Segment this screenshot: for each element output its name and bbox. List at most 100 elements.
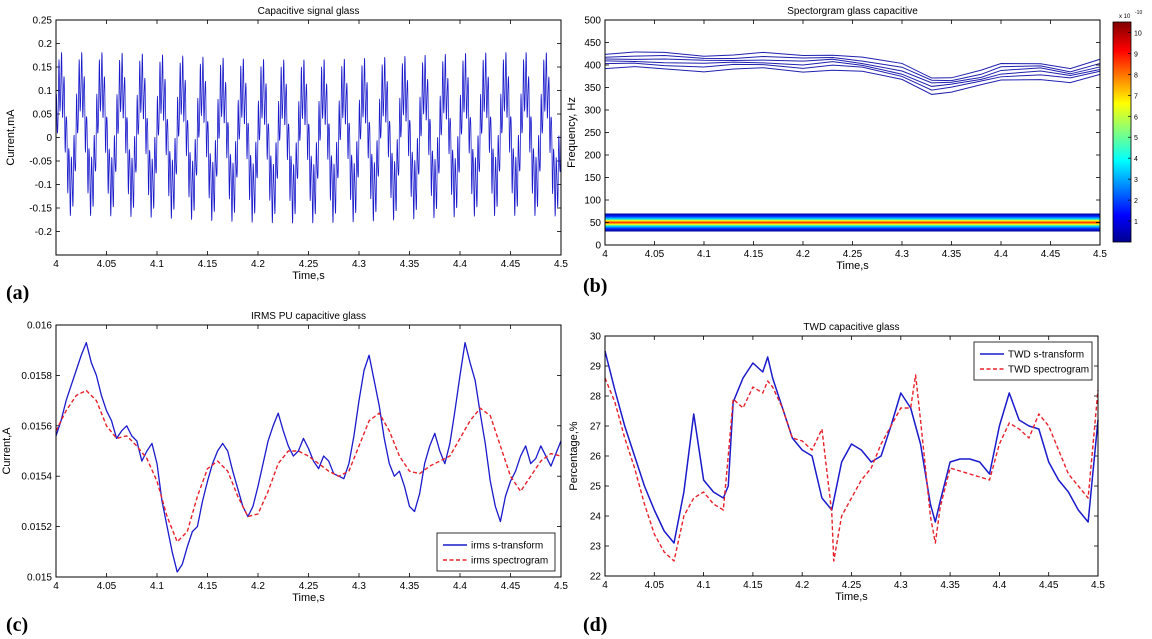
x-tick-label: 4.25 xyxy=(299,581,319,592)
y-tick-label: 0.25 xyxy=(33,16,53,27)
x-tick-label: 4.45 xyxy=(501,581,521,592)
x-tick-label: 4.1 xyxy=(150,581,164,592)
signal-line xyxy=(55,52,562,224)
x-tick-label: 4 xyxy=(53,581,59,592)
y-tick-label: 0.0154 xyxy=(21,472,52,483)
legend-box xyxy=(973,341,1093,381)
x-axis-label: Time,s xyxy=(292,270,325,282)
y-tick-label: 100 xyxy=(584,196,601,207)
x-tick-label: 4.05 xyxy=(97,259,117,270)
x-tick-label: 4.1 xyxy=(150,259,164,270)
chart-panel-b: 4 4.05 4.1 4.15 4.2 4.25 4.3 4.35 4.4 4.45 4.5 0 50 1… xyxy=(566,6,1142,272)
y-tick-label: 27 xyxy=(590,422,602,433)
y-tick-label: 30 xyxy=(590,332,602,343)
spectrogram-contour xyxy=(604,66,1101,95)
y-tick-label: 450 xyxy=(584,38,601,49)
colorbar-tick-label: 5 xyxy=(1134,135,1138,142)
x-tick-label: 4.15 xyxy=(744,249,764,260)
y-tick-label: 400 xyxy=(584,61,601,72)
chart-title: TWD capacitive glass xyxy=(803,322,899,333)
x-tick-label: 4.3 xyxy=(894,580,908,591)
spectrogram-contour xyxy=(604,51,1101,79)
colorbar-tick-label: 8 xyxy=(1134,72,1138,79)
spectrogram-contour xyxy=(604,54,1101,82)
x-tick-label: 4.5 xyxy=(1091,580,1105,591)
series-line-twd-spectrogram xyxy=(604,374,1099,562)
y-tick-label: 29 xyxy=(590,362,602,373)
plot-frame xyxy=(604,335,1099,577)
x-tick-label: 4.25 xyxy=(299,259,319,270)
x-tick-label: 4.15 xyxy=(743,580,763,591)
plot-frame xyxy=(55,324,562,578)
x-axis-label: Time,s xyxy=(292,592,325,604)
x-tick-label: 4 xyxy=(602,580,608,591)
x-tick-label: 4.2 xyxy=(251,259,265,270)
y-tick-label: 24 xyxy=(590,512,602,523)
x-tick-label: 4.1 xyxy=(697,249,711,260)
y-tick-label: -0.1 xyxy=(35,180,53,191)
x-tick-label: 4.45 xyxy=(1041,249,1061,260)
y-tick-label: 22 xyxy=(590,572,602,583)
y-tick-label: 250 xyxy=(584,128,601,139)
x-tick-label: 4.3 xyxy=(352,581,366,592)
chart-title: IRMS PU capacitive glass xyxy=(251,311,366,322)
x-tick-label: 4.5 xyxy=(554,581,568,592)
x-tick-label: 4 xyxy=(53,259,59,270)
plot-frame xyxy=(604,19,1101,246)
y-tick-label: 25 xyxy=(590,482,602,493)
legend-box xyxy=(436,532,556,572)
x-tick-label: 4.05 xyxy=(97,581,117,592)
y-tick-label: -0.05 xyxy=(29,157,52,168)
y-tick-label: -0.2 xyxy=(35,227,53,238)
y-tick-label: 0 xyxy=(46,133,52,144)
chart-panel-c: 4 4.05 4.1 4.15 4.2 4.25 4.3 4.35 4.4 4.45 4.5 0.01… xyxy=(1,311,568,604)
y-tick-label: 0.15 xyxy=(33,63,53,74)
y-tick-label: 200 xyxy=(584,151,601,162)
chart-title: Spectorgram glass capacitive xyxy=(787,6,918,17)
x-tick-label: 4.2 xyxy=(796,249,810,260)
y-axis-label: Percentage,% xyxy=(568,421,580,490)
y-tick-label: 0.0156 xyxy=(21,421,52,432)
y-tick-label: 0.1 xyxy=(38,86,52,97)
panel-label-a: (a) xyxy=(6,282,30,304)
x-tick-label: 4.45 xyxy=(501,259,521,270)
x-axis-label: Time,s xyxy=(836,260,869,272)
x-tick-label: 4.35 xyxy=(940,580,960,591)
colorbar-tick-label: 3 xyxy=(1134,177,1138,184)
colorbar-tick-label: 4 xyxy=(1134,156,1138,163)
panel-label-d: (d) xyxy=(583,614,608,636)
x-tick-label: 4.3 xyxy=(352,259,366,270)
legend-entry: irms s-transform xyxy=(471,541,543,552)
x-tick-label: 4.05 xyxy=(645,580,665,591)
y-tick-label: 0.2 xyxy=(38,39,52,50)
y-tick-label: 0.05 xyxy=(33,110,53,121)
legend-entry: irms spectrogram xyxy=(471,556,548,567)
spectrogram-contour xyxy=(604,58,1101,84)
colorbar-exponent: x 10 xyxy=(1119,14,1131,20)
x-tick-label: 4.3 xyxy=(895,249,909,260)
x-tick-label: 4.5 xyxy=(1093,249,1107,260)
y-axis-label: Frequency, Hz xyxy=(566,97,578,168)
y-tick-label: 0.016 xyxy=(27,321,52,332)
legend-entry: TWD s-transform xyxy=(1008,350,1084,361)
y-tick-label: 0.0152 xyxy=(21,522,52,533)
y-tick-label: 500 xyxy=(584,16,601,27)
x-tick-label: 4 xyxy=(602,249,608,260)
colorbar-tick-label: 2 xyxy=(1134,198,1138,205)
x-tick-label: 4.4 xyxy=(992,580,1006,591)
chart-panel-d: 4 4.05 4.1 4.15 4.2 4.25 4.3 4.35 4.4 4.45 4.5 22 23… xyxy=(568,322,1105,603)
y-tick-label: 28 xyxy=(590,392,602,403)
chart-panel-a: 4 4.05 4.1 4.15 4.2 4.25 4.3 4.35 4.4 4.45 4.5 -0.2… xyxy=(5,6,568,282)
x-tick-label: 4.2 xyxy=(795,580,809,591)
x-tick-label: 4.4 xyxy=(994,249,1008,260)
legend-entry: TWD spectrogram xyxy=(1008,365,1089,376)
chart-title: Capacitive signal glass xyxy=(258,6,360,17)
series-line-irms-s-transform xyxy=(55,341,562,573)
x-tick-label: 4.1 xyxy=(697,580,711,591)
colorbar xyxy=(1112,21,1132,243)
y-tick-label: 0.015 xyxy=(27,573,52,584)
spectrogram-band-50hz xyxy=(605,213,1100,232)
y-tick-label: 23 xyxy=(590,542,602,553)
y-tick-label: 300 xyxy=(584,106,601,117)
